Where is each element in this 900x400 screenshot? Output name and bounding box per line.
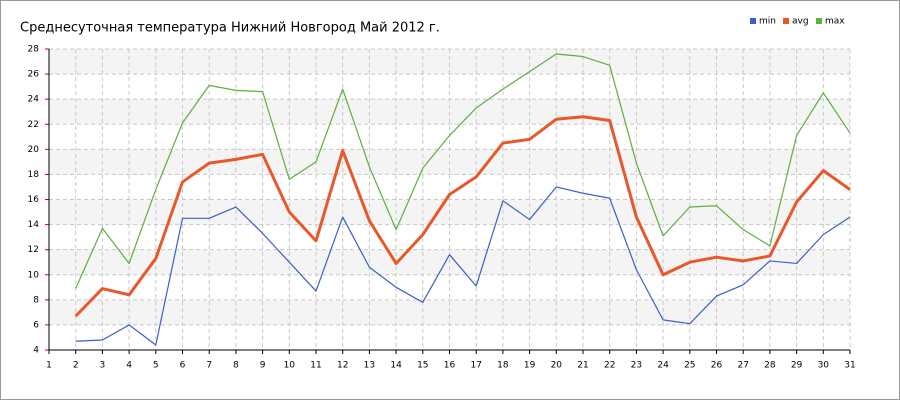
x-tick-label: 28: [764, 361, 776, 371]
x-tick-label: 12: [337, 361, 348, 371]
legend-label: avg: [792, 17, 809, 27]
x-tick-label: 19: [524, 361, 536, 371]
x-tick-label: 24: [657, 361, 669, 371]
y-tick-label: 20: [28, 145, 40, 155]
x-tick-label: 31: [844, 361, 855, 371]
legend-swatch: [750, 18, 756, 24]
y-tick-label: 18: [28, 170, 40, 180]
x-tick-label: 15: [417, 361, 428, 371]
x-tick-label: 27: [737, 361, 748, 371]
x-tick-label: 18: [497, 361, 509, 371]
y-tick-label: 22: [28, 120, 39, 130]
x-tick-label: 30: [818, 361, 830, 371]
y-tick-label: 26: [28, 70, 40, 80]
x-tick-label: 14: [390, 361, 402, 371]
y-tick-label: 4: [33, 346, 39, 356]
x-tick-label: 10: [284, 361, 296, 371]
x-tick-label: 8: [233, 361, 239, 371]
y-tick-label: 8: [33, 295, 39, 305]
band: [49, 49, 850, 75]
x-tick-label: 4: [126, 361, 132, 371]
x-tick-label: 5: [153, 361, 159, 371]
legend-label: min: [759, 17, 776, 27]
y-tick-label: 16: [28, 195, 40, 205]
x-tick-label: 9: [260, 361, 266, 371]
legend-swatch: [783, 18, 789, 24]
x-tick-label: 6: [180, 361, 186, 371]
x-tick-label: 20: [551, 361, 563, 371]
y-tick-label: 14: [28, 220, 40, 230]
x-tick-label: 3: [100, 361, 106, 371]
x-tick-label: 21: [577, 361, 588, 371]
x-tick-label: 7: [206, 361, 212, 371]
y-tick-label: 12: [28, 245, 39, 255]
y-tick-label: 24: [28, 95, 40, 105]
x-tick-label: 13: [364, 361, 375, 371]
x-tick-label: 26: [711, 361, 723, 371]
legend-label: max: [825, 17, 845, 27]
x-tick-label: 29: [791, 361, 803, 371]
x-tick-label: 25: [684, 361, 695, 371]
x-tick-label: 2: [73, 361, 79, 371]
chart-title: Среднесуточная температура Нижний Новгор…: [20, 21, 440, 36]
series-line: [74, 115, 851, 318]
y-tick-label: 6: [33, 320, 39, 330]
x-tick-label: 23: [631, 361, 642, 371]
legend-swatch: [816, 18, 822, 24]
y-tick-label: 10: [28, 270, 40, 280]
x-tick-label: 11: [310, 361, 321, 371]
x-tick-label: 22: [604, 361, 615, 371]
x-tick-label: 16: [444, 361, 456, 371]
series-line: [75, 186, 851, 346]
x-tick-label: 1: [46, 361, 52, 371]
y-tick-label: 28: [28, 45, 40, 55]
series-line: [75, 53, 851, 289]
x-tick-label: 17: [470, 361, 481, 371]
